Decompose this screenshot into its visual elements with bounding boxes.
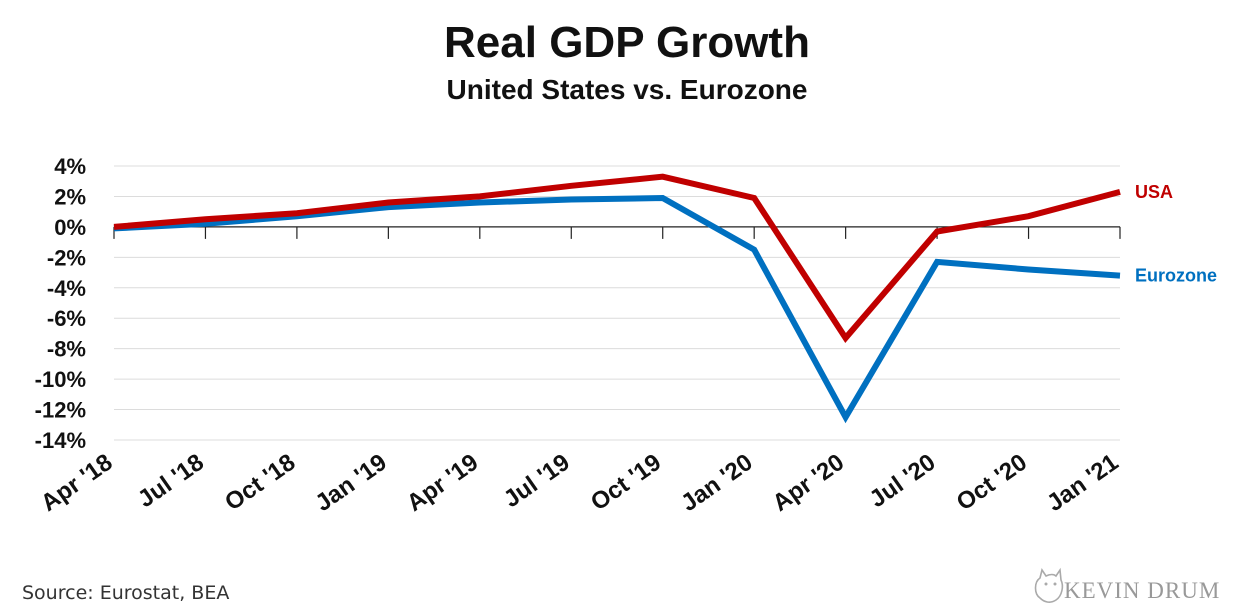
x-tick-label: Jan '19 (310, 449, 391, 517)
y-tick-label: 0% (54, 215, 86, 240)
series-label-eurozone: Eurozone (1135, 266, 1217, 286)
x-tick-label: Jan '20 (676, 449, 757, 517)
kevin-drum-logo: KEVIN DRUM (1030, 556, 1230, 608)
source-note: Source: Eurostat, BEA (22, 582, 230, 604)
y-tick-label: -8% (47, 337, 86, 362)
series-labels: USA Eurozone (1135, 182, 1217, 286)
y-tick-label: -10% (35, 367, 86, 392)
x-axis-ticks: Apr '18 Jul '18 Oct '18 Jan '19 Apr '19 Jul '… (36, 226, 1123, 517)
x-tick-label: Apr '18 (36, 449, 117, 517)
x-tick-label: Oct '20 (952, 449, 1032, 516)
y-tick-label: -12% (35, 398, 86, 423)
y-axis-ticks: 4% 2% 0% -2% -4% -6% -8% -10% -12% -14% (35, 154, 86, 453)
chart-title: Real GDP Growth (444, 18, 810, 67)
x-tick-label: Jul '19 (499, 449, 575, 513)
gridlines (114, 165, 1120, 441)
logo-text: KEVIN DRUM (1064, 578, 1221, 603)
cat-logo-icon (1034, 567, 1064, 603)
series-lines (113, 173, 1121, 424)
y-tick-label: -6% (47, 306, 86, 331)
x-tick-label: Oct '19 (586, 449, 666, 516)
x-tick-label: Jan '21 (1042, 449, 1123, 517)
y-tick-label: 2% (54, 184, 86, 209)
x-tick-label: Jul '18 (133, 449, 209, 513)
x-tick-label: Apr '19 (402, 449, 483, 517)
series-line-usa (113, 173, 1121, 343)
y-tick-label: -4% (47, 276, 86, 301)
x-tick-label: Apr '20 (768, 449, 849, 517)
chart-subtitle: United States vs. Eurozone (446, 74, 808, 105)
series-line-eurozone (113, 194, 1121, 424)
y-tick-label: -2% (47, 245, 86, 270)
y-tick-label: 4% (54, 154, 86, 179)
series-label-usa: USA (1135, 182, 1173, 202)
y-tick-label: -14% (35, 428, 86, 453)
x-tick-label: Oct '18 (220, 449, 300, 516)
x-tick-label: Jul '20 (865, 449, 941, 513)
